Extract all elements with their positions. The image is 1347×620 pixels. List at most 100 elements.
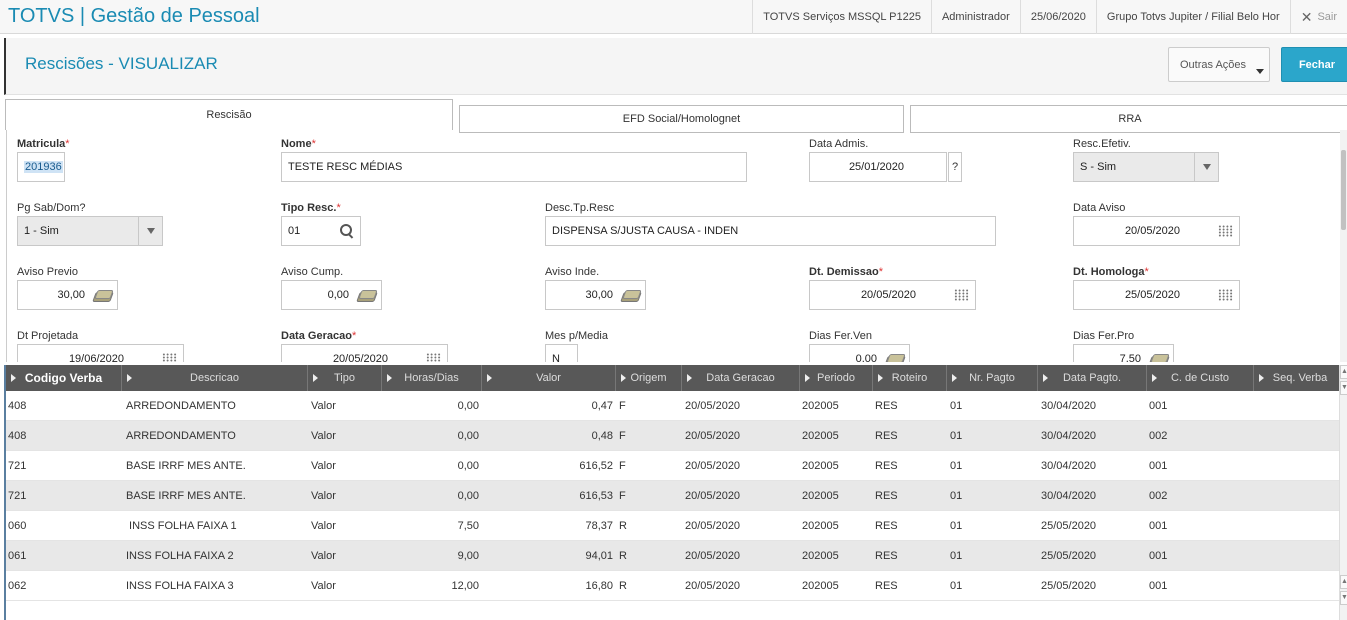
grid-column-header[interactable]: Valor	[482, 365, 616, 391]
form-area: Matricula* 201936 Nome* TESTE RESC MÉDIA…	[6, 130, 1340, 362]
matricula-field[interactable]: 201936	[17, 152, 65, 182]
money-icon[interactable]	[93, 289, 111, 301]
money-icon[interactable]	[357, 289, 375, 301]
table-cell-origem: F	[619, 490, 626, 502]
grid-column-header[interactable]: Data Pagto.	[1038, 365, 1147, 391]
pg-sab-dom-label: Pg Sab/Dom?	[17, 202, 86, 214]
table-cell-valor: 94,01	[585, 550, 613, 562]
form-scrollbar[interactable]	[1340, 130, 1347, 362]
pg-sab-dom-select[interactable]: 1 - Sim	[17, 216, 163, 246]
desc-tp-resc-field[interactable]: DISPENSA S/JUSTA CAUSA - INDEN	[545, 216, 996, 246]
grid-column-header[interactable]: Codigo Verba	[6, 365, 122, 391]
money-icon[interactable]	[885, 353, 903, 362]
dt-demissao-field[interactable]: 20/05/2020	[809, 280, 976, 310]
other-actions-button[interactable]: Outras Ações	[1168, 47, 1270, 82]
table-cell-valor: 616,52	[579, 460, 613, 472]
table-cell-descricao: INSS FOLHA FAIXA 1	[126, 520, 237, 532]
money-icon[interactable]	[621, 289, 639, 301]
table-cell-roteiro: RES	[875, 400, 898, 412]
table-cell-horas: 9,00	[457, 550, 479, 562]
grid-column-header[interactable]: Seq. Verba	[1254, 365, 1339, 391]
data-geracao-label: Data Geracao*	[281, 330, 357, 342]
tipo-resc-field[interactable]: 01	[281, 216, 361, 246]
aviso-cump-field[interactable]: 0,00	[281, 280, 382, 310]
tab-rescisao[interactable]: Rescisão	[5, 99, 453, 130]
data-admis-field[interactable]: 25/01/2020	[809, 152, 947, 182]
table-cell-tipo: Valor	[311, 580, 336, 592]
help-button[interactable]: ?	[948, 152, 962, 182]
aviso-inde-field[interactable]: 30,00	[545, 280, 646, 310]
table-cell-valor: 16,80	[585, 580, 613, 592]
calendar-icon[interactable]	[954, 289, 969, 301]
grid-column-header[interactable]: C. de Custo	[1147, 365, 1254, 391]
table-cell-ccusto: 001	[1149, 400, 1168, 412]
grid-column-label: Descricao	[190, 372, 239, 384]
sort-arrow-icon	[313, 374, 318, 382]
search-icon[interactable]	[340, 224, 354, 238]
table-cell-nr-pagto: 01	[950, 580, 963, 592]
table-cell-data-pagto: 25/05/2020	[1041, 550, 1097, 562]
dt-homologa-field[interactable]: 25/05/2020	[1073, 280, 1240, 310]
tab-efd-social[interactable]: EFD Social/Homolognet	[459, 105, 904, 133]
dt-demissao-label: Dt. Demissao*	[809, 266, 883, 278]
grid-column-header[interactable]: Horas/Dias	[382, 365, 482, 391]
table-cell-horas: 7,50	[457, 520, 479, 532]
scroll-up-icon[interactable]: ▲	[1340, 365, 1347, 379]
dt-projetada-label: Dt Projetada	[17, 330, 79, 342]
aviso-previo-field[interactable]: 30,00	[17, 280, 118, 310]
data-aviso-field[interactable]: 20/05/2020	[1073, 216, 1240, 246]
nome-field[interactable]: TESTE RESC MÉDIAS	[281, 152, 747, 182]
scrollbar-thumb[interactable]	[1341, 150, 1346, 230]
scroll-up-icon[interactable]: ▲	[1340, 575, 1347, 589]
dias-fer-ven-field[interactable]: 0,00	[809, 344, 910, 362]
table-row[interactable]: 408 ARREDONDAMENTO Valor 0,00 0,47 F 20/05/202…	[6, 391, 1339, 421]
table-row[interactable]: 062 INSS FOLHA FAIXA 3 Valor 12,00 16,80 R 20/…	[6, 571, 1339, 601]
tab-rra[interactable]: RRA	[910, 105, 1347, 133]
grid-header: Codigo Verba Descricao Tipo Horas/Dias Valor…	[6, 365, 1339, 391]
table-cell-nr-pagto: 01	[950, 550, 963, 562]
grid-column-header[interactable]: Roteiro	[873, 365, 947, 391]
grid-column-header[interactable]: Periodo	[800, 365, 873, 391]
dias-fer-ven-label: Dias Fer.Ven	[809, 330, 872, 342]
table-cell-codigo: 721	[8, 460, 27, 472]
grid-scrollbar[interactable]: ▲ ▼ ▲ ▼	[1339, 365, 1347, 620]
table-row[interactable]: 060 INSS FOLHA FAIXA 1 Valor 7,50 78,37 R 20/…	[6, 511, 1339, 541]
data-geracao-field[interactable]: 20/05/2020	[281, 344, 448, 362]
calendar-icon[interactable]	[426, 353, 441, 362]
grid-column-header[interactable]: Data Geracao	[682, 365, 800, 391]
environment-label: TOTVS Serviços MSSQL P1225	[752, 0, 931, 34]
calendar-icon[interactable]	[162, 353, 177, 362]
calendar-icon[interactable]	[1218, 289, 1233, 301]
table-cell-codigo: 061	[8, 550, 27, 562]
scroll-down-icon[interactable]: ▼	[1340, 381, 1347, 395]
grid-column-header[interactable]: Nr. Pagto	[947, 365, 1038, 391]
table-cell-origem: R	[619, 550, 627, 562]
page-title: Rescisões - VISUALIZAR	[25, 54, 218, 73]
table-cell-data-geracao: 20/05/2020	[685, 520, 741, 532]
money-icon[interactable]	[1149, 353, 1167, 362]
scroll-down-icon[interactable]: ▼	[1340, 591, 1347, 605]
table-cell-origem: F	[619, 430, 626, 442]
grid-column-header[interactable]: Tipo	[308, 365, 382, 391]
sort-arrow-icon	[805, 374, 810, 382]
exit-button[interactable]: ✕ Sair	[1289, 0, 1347, 34]
dt-projetada-field[interactable]: 19/06/2020	[17, 344, 184, 362]
mes-media-field[interactable]: N	[545, 344, 578, 362]
sort-arrow-icon	[387, 374, 392, 382]
table-row[interactable]: 061 INSS FOLHA FAIXA 2 Valor 9,00 94,01 R 20/0…	[6, 541, 1339, 571]
table-row[interactable]: 721 BASE IRRF MES ANTE. Valor 0,00 616,53 F 20…	[6, 481, 1339, 511]
table-row[interactable]: 721 BASE IRRF MES ANTE. Valor 0,00 616,52 F 20…	[6, 451, 1339, 481]
grid-column-header[interactable]: Origem	[616, 365, 682, 391]
calendar-icon[interactable]	[1218, 225, 1233, 237]
resc-efetiv-select[interactable]: S - Sim	[1073, 152, 1219, 182]
page-header: Rescisões - VISUALIZAR Outras Ações Fech…	[4, 38, 1347, 95]
table-cell-data-geracao: 20/05/2020	[685, 430, 741, 442]
resc-efetiv-label: Resc.Efetiv.	[1073, 138, 1131, 150]
dias-fer-pro-field[interactable]: 7,50	[1073, 344, 1174, 362]
table-cell-origem: R	[619, 520, 627, 532]
table-cell-valor: 0,47	[591, 400, 613, 412]
grid-column-header[interactable]: Descricao	[122, 365, 308, 391]
table-row[interactable]: 408 ARREDONDAMENTO Valor 0,00 0,48 F 20/05/202…	[6, 421, 1339, 451]
close-button[interactable]: Fechar	[1281, 47, 1347, 82]
table-cell-tipo: Valor	[311, 430, 336, 442]
